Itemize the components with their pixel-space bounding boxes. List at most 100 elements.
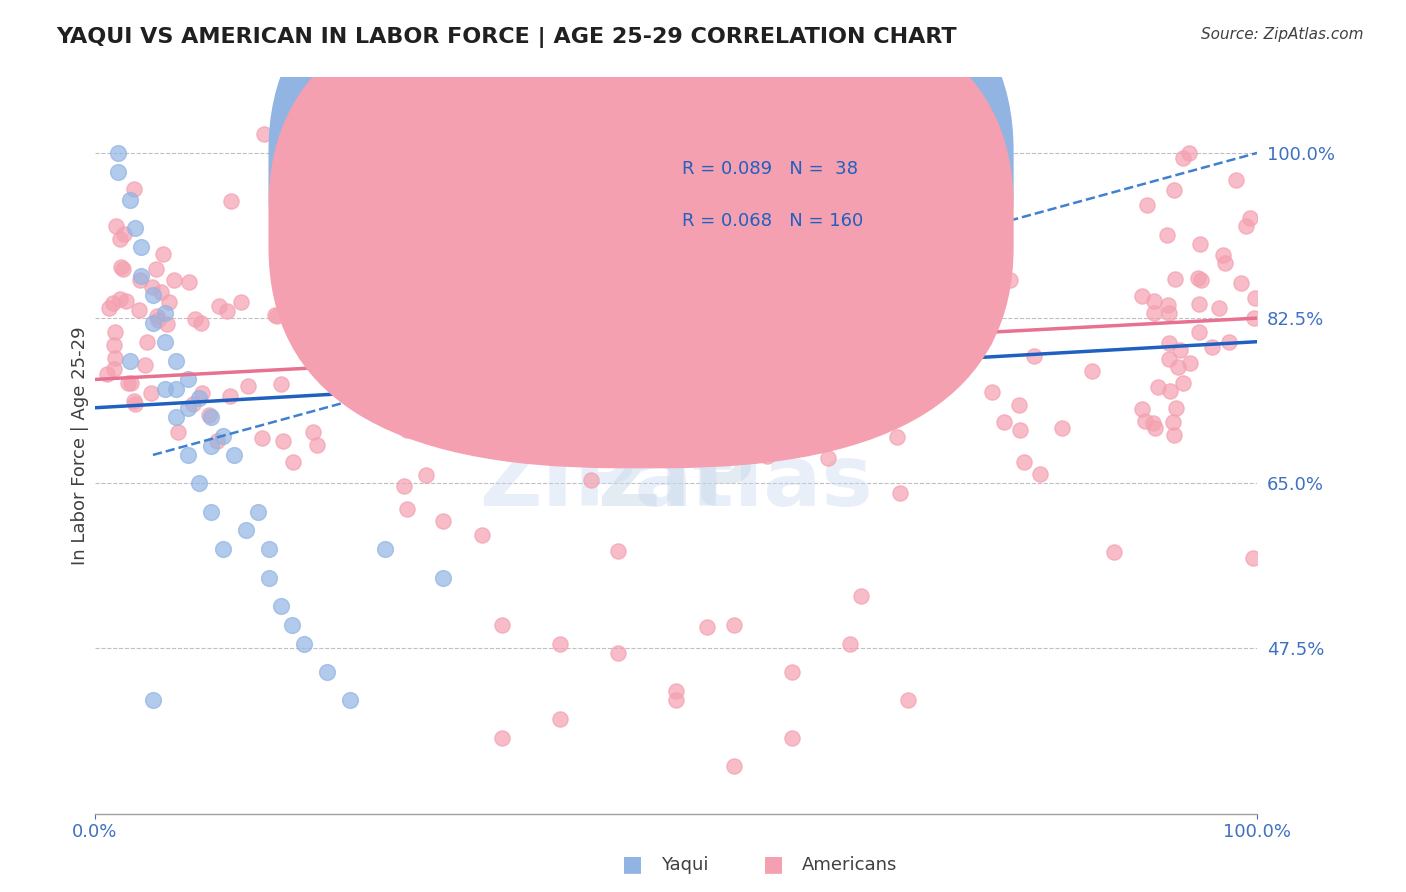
Point <box>1230 276 1253 290</box>
Point <box>363 216 385 230</box>
Point <box>229 294 252 309</box>
Text: R = 0.089   N =  38: R = 0.089 N = 38 <box>682 161 858 178</box>
Point <box>1164 272 1187 286</box>
Point <box>142 693 165 707</box>
Point <box>780 665 803 679</box>
Point <box>142 287 165 301</box>
Point <box>1234 219 1257 233</box>
Point <box>215 303 238 318</box>
Point <box>257 571 280 585</box>
Point <box>246 505 269 519</box>
Point <box>801 252 824 266</box>
Text: ZIPatlas: ZIPatlas <box>479 441 873 524</box>
Point <box>205 434 228 449</box>
Point <box>599 348 621 362</box>
Point <box>491 731 513 745</box>
Point <box>184 312 207 326</box>
Point <box>1008 423 1031 437</box>
Point <box>107 165 129 179</box>
Point <box>696 620 718 634</box>
Point <box>849 589 872 603</box>
Point <box>118 193 141 207</box>
Point <box>1178 146 1201 161</box>
Point <box>139 385 162 400</box>
Point <box>673 307 696 321</box>
Point <box>340 321 363 335</box>
Point <box>224 448 246 462</box>
Point <box>145 262 167 277</box>
Point <box>339 693 361 707</box>
Point <box>1188 296 1211 310</box>
Point <box>200 505 222 519</box>
Text: R = 0.068   N = 160: R = 0.068 N = 160 <box>682 212 863 230</box>
Point <box>981 385 1004 400</box>
Point <box>370 360 392 375</box>
Point <box>129 273 152 287</box>
Point <box>1136 197 1159 211</box>
Point <box>1008 398 1031 412</box>
Point <box>1171 151 1194 165</box>
Point <box>607 544 630 558</box>
Point <box>141 279 163 293</box>
Point <box>108 292 131 306</box>
Point <box>359 276 381 290</box>
Point <box>1157 305 1180 319</box>
Point <box>478 332 501 346</box>
FancyBboxPatch shape <box>269 0 1012 412</box>
Point <box>1163 428 1185 442</box>
Point <box>672 127 695 141</box>
Point <box>555 253 578 268</box>
Point <box>157 295 180 310</box>
Point <box>470 528 492 542</box>
Point <box>828 298 851 312</box>
Point <box>142 316 165 330</box>
Point <box>661 276 683 290</box>
Text: ■: ■ <box>763 854 783 873</box>
Point <box>211 542 233 557</box>
Point <box>1130 289 1153 303</box>
Point <box>156 317 179 331</box>
Point <box>1163 183 1185 197</box>
Point <box>104 351 127 365</box>
Point <box>219 389 242 403</box>
Point <box>191 386 214 401</box>
Point <box>1241 551 1264 566</box>
Point <box>177 372 200 386</box>
Point <box>1159 384 1181 398</box>
Point <box>1215 256 1237 270</box>
Point <box>579 473 602 487</box>
Point <box>1133 414 1156 428</box>
Point <box>1143 306 1166 320</box>
Point <box>586 355 609 369</box>
Point <box>165 410 187 425</box>
Point <box>491 617 513 632</box>
Point <box>165 382 187 396</box>
Point <box>699 274 721 288</box>
Point <box>1156 228 1178 243</box>
Point <box>177 275 200 289</box>
Point <box>723 759 745 773</box>
Point <box>221 194 243 208</box>
Point <box>292 637 315 651</box>
Point <box>177 401 200 415</box>
Point <box>148 312 170 326</box>
Point <box>817 450 839 465</box>
Point <box>129 240 152 254</box>
Point <box>166 425 188 439</box>
Point <box>273 434 295 449</box>
Point <box>928 384 950 398</box>
Point <box>973 333 995 347</box>
Point <box>1130 401 1153 416</box>
Point <box>1157 351 1180 366</box>
Point <box>1161 415 1184 429</box>
Point <box>606 646 628 660</box>
Point <box>1029 467 1052 481</box>
Point <box>808 420 831 434</box>
Point <box>1050 421 1073 435</box>
Point <box>323 175 346 189</box>
Point <box>1142 416 1164 430</box>
Point <box>163 272 186 286</box>
Point <box>1146 380 1168 394</box>
Point <box>118 353 141 368</box>
Point <box>108 232 131 246</box>
